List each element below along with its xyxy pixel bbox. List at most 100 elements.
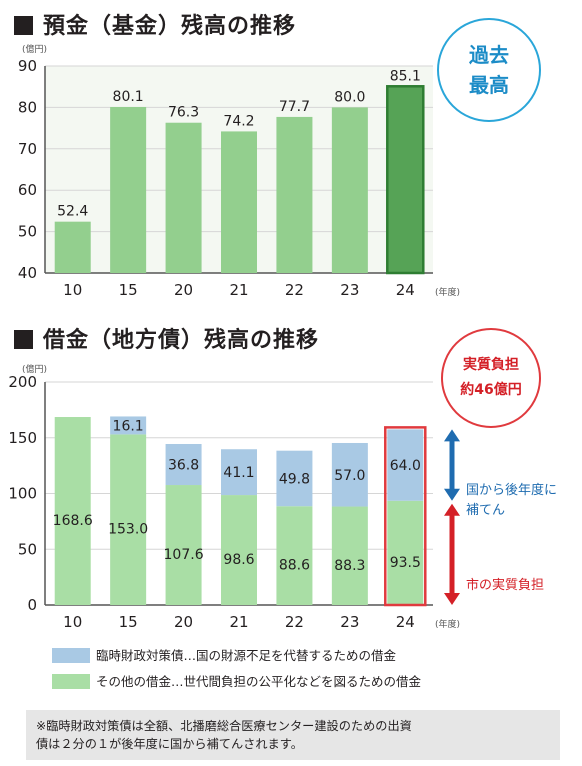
bar-temporary-bond	[165, 443, 202, 486]
compensation-arrow-down-icon	[444, 488, 460, 501]
legend-item-temporary-bond: 臨時財政対策債…国の財源不足を代替するための借金	[52, 645, 396, 664]
debt-chart-title: 借金（地方債）残高の推移	[14, 322, 319, 354]
x-tick-label: 10	[63, 613, 82, 631]
data-label-other-debt: 98.6	[223, 552, 254, 568]
x-tick-label: 24	[396, 613, 415, 631]
y-tick-label: 200	[8, 373, 37, 391]
data-label-other-debt: 93.5	[390, 555, 421, 571]
y-tick-label: 70	[18, 140, 37, 158]
deposit-chart: 40 50 60 70 80 90 (億円) 52.4 10 80.1 15 76.3 20 74.2 21…	[18, 43, 460, 299]
x-tick-label: 23	[340, 613, 359, 631]
x-tick-label: 23	[340, 281, 359, 299]
title-square-icon	[14, 330, 33, 349]
bar-temporary-bond	[110, 416, 147, 435]
burden-arrow-up-icon	[444, 503, 460, 516]
data-label-temporary-bond: 36.8	[168, 458, 199, 474]
data-label: 74.2	[223, 113, 254, 129]
legend-swatch-green	[52, 674, 90, 689]
record-high-badge: 過去 最高	[437, 18, 541, 122]
bar	[276, 116, 313, 273]
compensation-line1: 国から後年度に	[466, 483, 558, 498]
data-label: 52.4	[57, 204, 88, 220]
legend-swatch-blue	[52, 648, 90, 663]
x-tick-label: 24	[396, 281, 415, 299]
x-tick-label: 22	[285, 281, 304, 299]
data-label: 76.3	[168, 105, 199, 121]
data-label-other-debt: 107.6	[164, 547, 204, 563]
bar-other-debt	[331, 506, 368, 605]
city-burden-annotation: 市の実質負担	[466, 578, 545, 593]
debt-chart: 0 50 100 150 200(億円) 168.6 10 153.0 16.1 15 107.6 3…	[8, 363, 460, 631]
y-tick-label: 80	[18, 98, 37, 116]
footnote-line1: ※臨時財政対策債は全額、北播磨総合医療センター建設のための出資	[36, 719, 412, 733]
x-tick-label: 20	[174, 613, 193, 631]
y-tick-label: 60	[18, 181, 37, 199]
bar	[221, 131, 257, 273]
bar-other-debt	[387, 500, 424, 605]
bar-temporary-bond	[387, 429, 424, 501]
footnote-line2: 債は２分の１が後年度に国から補てんされます。	[36, 737, 303, 751]
bar	[110, 106, 147, 274]
bar	[331, 107, 368, 274]
bar-temporary-bond	[221, 449, 257, 496]
x-tick-label: 15	[119, 281, 138, 299]
y-tick-label: 50	[18, 223, 37, 241]
x-tick-label: 22	[285, 613, 304, 631]
debt-title-text: 借金（地方債）残高の推移	[43, 328, 320, 353]
legend-label-2: その他の借金…世代間負担の公平化などを図るための借金	[96, 674, 422, 689]
bar-other-debt	[165, 485, 202, 605]
data-label-other-debt: 88.6	[279, 558, 310, 574]
bar-other-debt	[276, 506, 313, 605]
y-tick-label: 0	[27, 596, 37, 614]
bar-other-debt	[54, 417, 91, 605]
x-tick-label: 10	[63, 281, 82, 299]
data-label-temporary-bond: 57.0	[334, 468, 365, 484]
x-tick-label: 21	[229, 613, 248, 631]
y-tick-label: 100	[8, 485, 37, 503]
compensation-annotation: 国から後年度に 補てん	[466, 481, 557, 521]
y-unit-label: (億円)	[22, 363, 47, 375]
data-label-other-debt: 88.3	[334, 558, 365, 574]
record-badge-line2: 最高	[469, 73, 509, 97]
compensation-arrow-up-icon	[444, 429, 460, 442]
y-tick-label: 150	[8, 429, 37, 447]
deposit-chart-title: 預金（基金）残高の推移	[14, 8, 296, 40]
data-label-other-debt: 168.6	[53, 513, 93, 529]
data-label-other-debt: 153.0	[108, 522, 148, 538]
x-unit-label: (年度)	[435, 286, 460, 298]
data-label-temporary-bond: 16.1	[113, 418, 144, 434]
legend-label-1: 臨時財政対策債…国の財源不足を代替するための借金	[96, 648, 397, 663]
legend-item-other-debt: その他の借金…世代間負担の公平化などを図るための借金	[52, 671, 421, 690]
bar-temporary-bond	[331, 442, 368, 507]
data-label-temporary-bond: 41.1	[223, 465, 254, 481]
x-unit-label: (年度)	[435, 618, 460, 630]
data-label: 80.1	[113, 89, 144, 105]
x-tick-label: 15	[119, 613, 138, 631]
x-tick-label: 21	[229, 281, 248, 299]
compensation-line2: 補てん	[466, 503, 506, 518]
deposit-title-text: 預金（基金）残高の推移	[43, 14, 297, 39]
x-tick-label: 20	[174, 281, 193, 299]
bar-other-debt	[221, 495, 257, 605]
data-label: 85.1	[390, 68, 421, 84]
data-label-temporary-bond: 64.0	[390, 458, 421, 474]
bar	[165, 122, 202, 273]
y-unit-label: (億円)	[22, 43, 47, 55]
record-badge-line1: 過去	[469, 43, 509, 67]
y-tick-label: 50	[18, 540, 37, 558]
bar	[54, 221, 91, 273]
y-tick-label: 90	[18, 57, 37, 75]
footnote-box: ※臨時財政対策債は全額、北播磨総合医療センター建設のための出資 債は２分の１が後…	[26, 710, 560, 760]
title-square-icon	[14, 16, 33, 35]
bar-other-debt	[110, 434, 147, 605]
bar	[386, 85, 425, 275]
data-label: 80.0	[334, 89, 365, 105]
real-burden-badge: 実質負担 約46億円	[441, 328, 541, 428]
burden-badge-line1: 実質負担	[463, 357, 519, 373]
bar-temporary-bond	[276, 450, 313, 507]
burden-badge-line2: 約46億円	[460, 382, 522, 398]
y-tick-label: 40	[18, 264, 37, 282]
data-label: 77.7	[279, 99, 310, 115]
data-label-temporary-bond: 49.8	[279, 471, 310, 487]
burden-arrow-down-icon	[444, 593, 460, 605]
